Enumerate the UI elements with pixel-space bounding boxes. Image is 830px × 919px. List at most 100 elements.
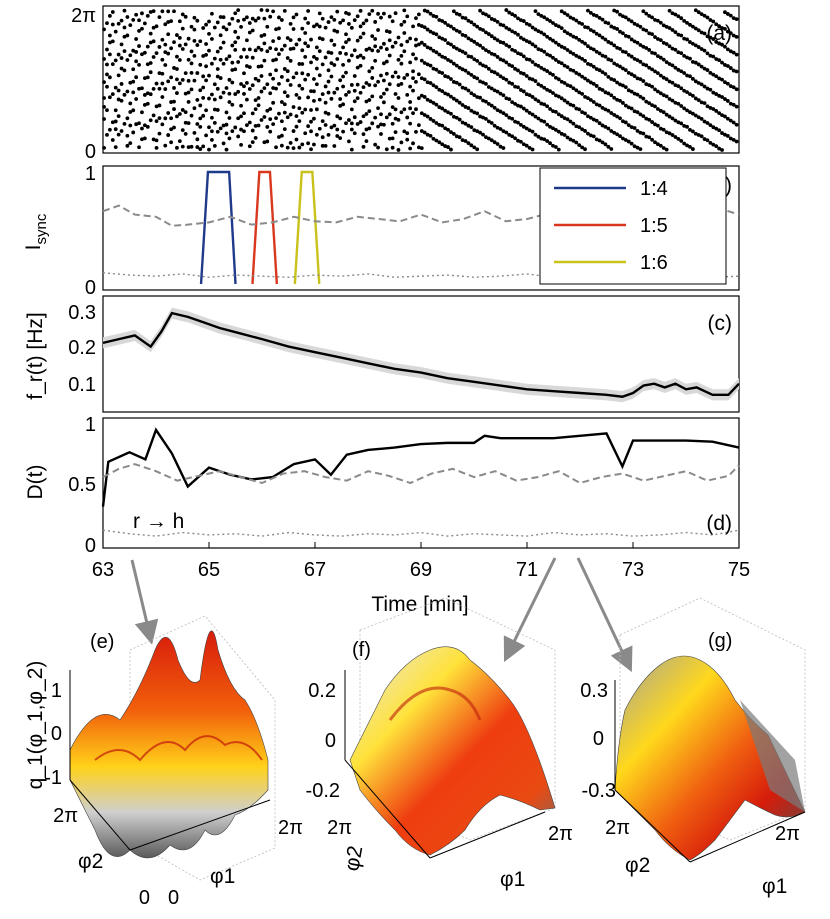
a-point (690, 60, 695, 64)
a-point (279, 18, 284, 22)
a-point (597, 103, 602, 108)
a-point (618, 12, 622, 17)
a-point (708, 53, 713, 58)
a-point (218, 95, 223, 100)
a-point (408, 84, 413, 89)
a-point (134, 75, 139, 80)
a-point (606, 126, 611, 131)
a-point (632, 126, 637, 130)
a-point (638, 94, 643, 99)
a-point (711, 72, 716, 77)
a-point (221, 123, 226, 128)
a-point (501, 111, 506, 116)
a-point (690, 76, 695, 81)
a-point (151, 86, 156, 91)
a-point (577, 72, 582, 77)
a-point (192, 15, 197, 20)
a-point (250, 55, 255, 60)
a-point (233, 125, 238, 130)
a-point (154, 119, 159, 124)
a-point (373, 58, 378, 63)
a-point (341, 129, 345, 134)
a-point (641, 114, 646, 119)
a-point (384, 115, 389, 120)
a-point (253, 135, 258, 140)
a-point (393, 40, 398, 45)
a-point (338, 103, 343, 108)
a-point (734, 104, 739, 109)
a-point (583, 129, 587, 133)
a-point (186, 145, 191, 150)
a-point (416, 42, 421, 47)
a-point (428, 99, 433, 104)
a-point (425, 45, 430, 50)
a-point (131, 67, 136, 72)
a-point (673, 47, 678, 52)
a-point (723, 132, 727, 137)
a-point (285, 145, 290, 150)
a-point (635, 92, 640, 97)
a-point (180, 128, 185, 132)
a-point (580, 39, 585, 44)
a-point (303, 107, 308, 112)
a-point (693, 96, 698, 101)
a-point (606, 21, 611, 26)
a-point (475, 129, 480, 134)
arrow-to-f (503, 557, 557, 663)
a-point (242, 84, 246, 89)
a-point (463, 139, 468, 143)
a-point (524, 126, 529, 131)
a-point (285, 56, 290, 60)
a-point (725, 29, 730, 34)
a-point (294, 92, 299, 97)
a-point (201, 144, 206, 149)
a-point (481, 28, 485, 32)
a-point (256, 16, 261, 21)
a-point (618, 29, 622, 34)
a-point (533, 114, 538, 119)
a-point (166, 9, 171, 14)
a-point (408, 121, 413, 126)
a-point (256, 64, 261, 69)
a-point (279, 143, 284, 148)
a-point (594, 102, 599, 107)
a-point (656, 71, 660, 76)
a-point (253, 76, 258, 81)
a-point (725, 47, 730, 52)
a-point (653, 17, 657, 22)
a-point (122, 8, 127, 13)
a-point (510, 116, 515, 121)
a-point (574, 53, 579, 58)
x-tick-label: 65 (198, 559, 220, 581)
a-point (699, 64, 704, 69)
a-point (285, 69, 290, 74)
a-point (396, 83, 401, 88)
a-point (641, 79, 646, 83)
a-point (635, 110, 640, 115)
a-point (294, 71, 299, 76)
a-point (137, 145, 141, 150)
a-point (626, 34, 631, 39)
a-point (734, 35, 739, 39)
a-point (457, 48, 462, 53)
a-point (731, 50, 736, 55)
a-point (466, 141, 471, 146)
a-point (714, 144, 719, 149)
a-point (317, 126, 322, 131)
a-point (215, 86, 220, 91)
a-point (600, 17, 605, 22)
a-point (469, 20, 474, 25)
a-point (539, 118, 544, 123)
a-point (256, 45, 261, 50)
a-point (702, 66, 707, 71)
a-point (615, 80, 619, 85)
a-point (382, 91, 386, 96)
a-point (586, 131, 590, 136)
a-point (661, 41, 666, 45)
a-point (151, 55, 156, 59)
a-point (530, 129, 535, 134)
a-point (521, 142, 526, 147)
a-point (492, 140, 497, 145)
a-point (396, 148, 401, 152)
a-point (446, 110, 450, 115)
